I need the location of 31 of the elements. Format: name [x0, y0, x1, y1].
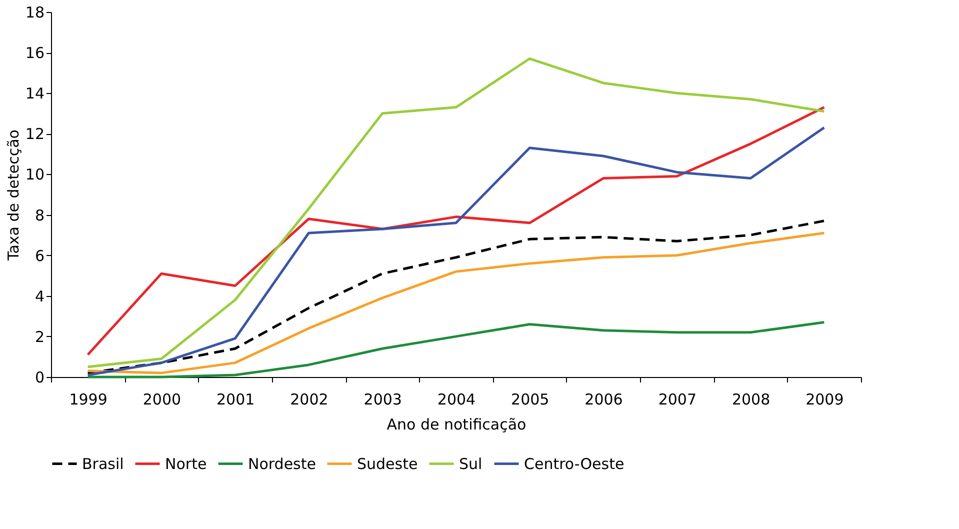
legend-label: Sudeste [357, 454, 418, 473]
x-tick-label: 2006 [584, 390, 623, 408]
legend-label: Norte [165, 454, 207, 473]
y-tick-label: 10 [25, 166, 44, 184]
y-tick-label: 16 [25, 44, 44, 62]
legend-label: Nordeste [248, 454, 316, 473]
x-tick-label: 2007 [658, 390, 697, 408]
x-tick-label: 2000 [142, 390, 182, 408]
y-tick-label: 6 [34, 246, 44, 265]
y-tick-label: 4 [34, 287, 44, 306]
x-axis-title: Ano de notificação [386, 416, 526, 434]
legend-label: Brasil [82, 454, 124, 473]
x-tick-label: 2002 [290, 390, 328, 408]
x-tick-label: 2004 [437, 390, 476, 408]
x-tick-label: 2009 [806, 390, 844, 408]
y-tick-label: 0 [34, 368, 44, 386]
y-tick-label: 12 [25, 125, 44, 144]
line-series [86, 321, 826, 378]
line-series [86, 57, 826, 368]
y-tick-label: 8 [34, 206, 44, 224]
x-tick-label: 2005 [511, 390, 550, 408]
x-tick-label: 2008 [732, 390, 770, 408]
x-tick-label: 2001 [216, 390, 255, 408]
legend-label: Centro-Oeste [524, 454, 624, 473]
x-tick-label: 2003 [364, 390, 402, 408]
y-tick-label: 14 [25, 84, 44, 103]
legend-label: Sul [459, 454, 482, 473]
x-tick-label: 1999 [69, 390, 108, 408]
y-axis-title: Taxa de detecção [4, 130, 22, 262]
y-tick-label: 2 [34, 328, 44, 346]
y-tick-label: 18 [25, 4, 44, 22]
